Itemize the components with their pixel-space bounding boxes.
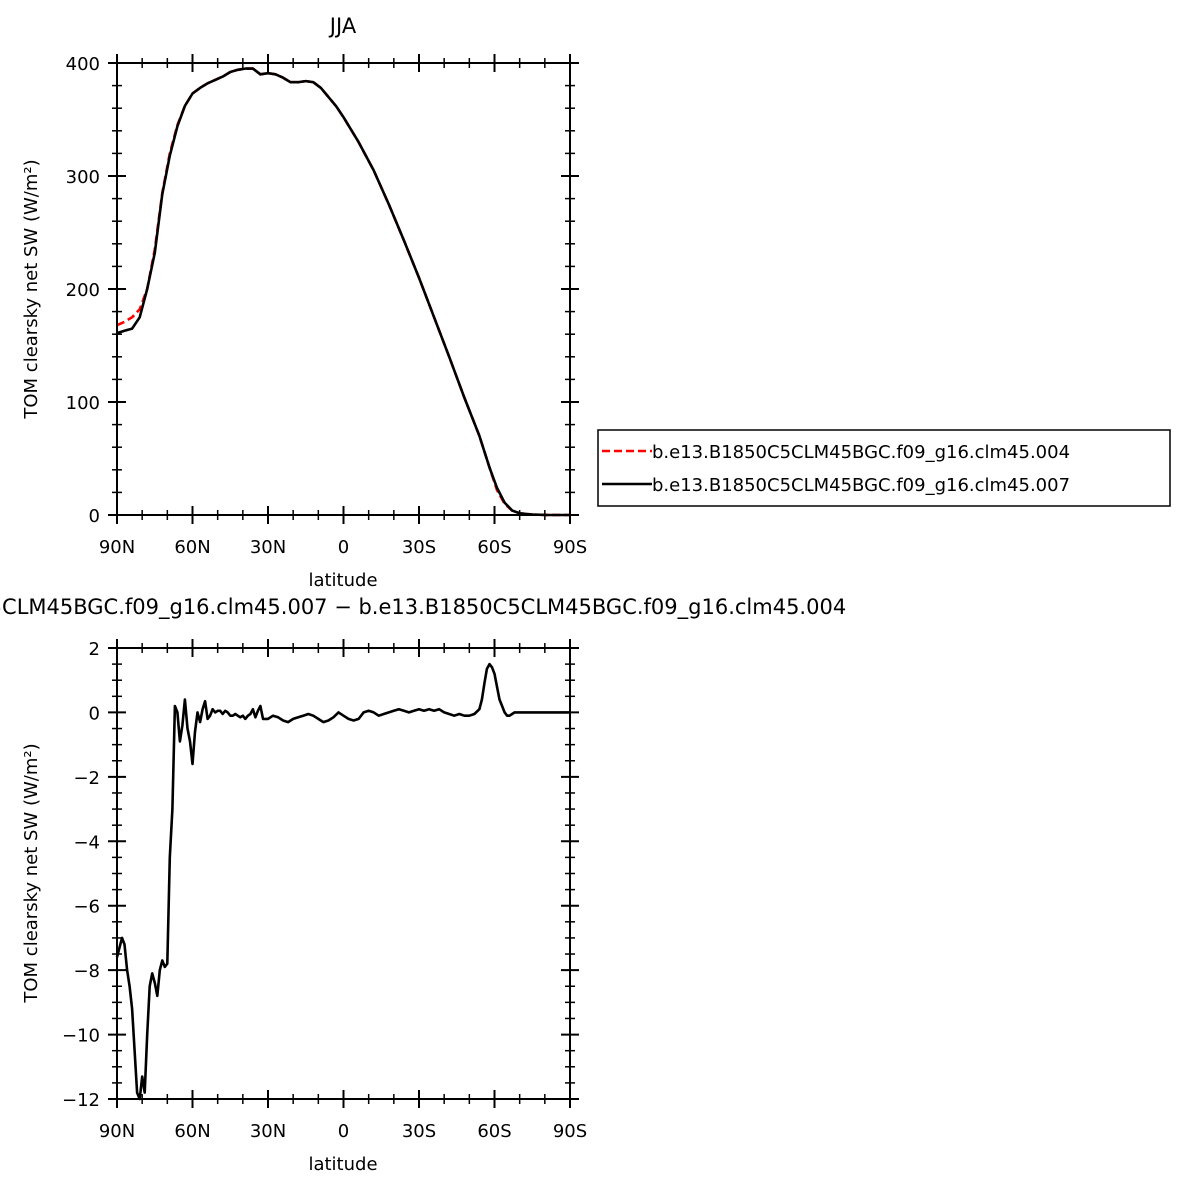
bottom-y-tick-label: −6 [73, 897, 100, 918]
legend-label-004: b.e13.B1850C5CLM45BGC.f09_g16.clm45.004 [652, 442, 1070, 463]
top-x-tick-label: 90S [553, 537, 587, 558]
top-ylabel: TOM clearsky net SW (W/m²) [21, 159, 42, 419]
top-series-line-1 [116, 67, 570, 517]
bottom-y-tick-label: −10 [62, 1026, 100, 1047]
bottom-title: b.e13.B1850C5CLM45BGC.f09_g16.clm45.007 … [0, 595, 846, 620]
top-y-tick-label: 0 [89, 506, 100, 527]
bottom-series-line-0 [115, 662, 570, 1101]
top-x-tick-label: 60S [477, 537, 511, 558]
bottom-plot: 90N 60N 30N 0 30S 60S 90S −12 −10 −8 −6 −4 −2 0 2 [62, 639, 587, 1142]
bottom-ylabel: TOM clearsky net SW (W/m²) [21, 743, 42, 1003]
top-x-tick-label: 60N [174, 537, 210, 558]
bottom-x-tick-label: 0 [338, 1121, 349, 1142]
top-y-tick-label: 100 [66, 393, 100, 414]
top-y-tick-label: 400 [66, 54, 100, 75]
top-series-line-0 [116, 67, 570, 517]
top-frame [116, 62, 571, 516]
bottom-x-tick-label: 90N [99, 1121, 135, 1142]
bottom-x-tick-label: 60N [174, 1121, 210, 1142]
legend: b.e13.B1850C5CLM45BGC.f09_g16.clm45.004 … [597, 429, 1171, 507]
bottom-x-tick-label: 30N [250, 1121, 286, 1142]
bottom-x-tick-label: 60S [477, 1121, 511, 1142]
top-xlabel: latitude [308, 570, 377, 591]
bottom-y-tick-label: −8 [73, 961, 100, 982]
top-plot: 90N 60N 30N 0 30S 60S 90S 0 100 200 300 400 [66, 54, 587, 558]
legend-box [597, 429, 1171, 507]
bottom-y-tick-label: −4 [73, 832, 100, 853]
bottom-y-tick-label: −2 [73, 768, 100, 789]
bottom-x-tick-label: 30S [402, 1121, 436, 1142]
top-x-tick-label: 90N [99, 537, 135, 558]
top-x-tick-label: 30S [402, 537, 436, 558]
legend-label-007: b.e13.B1850C5CLM45BGC.f09_g16.clm45.007 [652, 475, 1070, 496]
bottom-y-tick-label: 2 [89, 639, 100, 660]
bottom-x-tick-label: 90S [553, 1121, 587, 1142]
top-y-tick-label: 200 [66, 280, 100, 301]
top-title: JJA [328, 14, 357, 38]
top-x-tick-label: 0 [338, 537, 349, 558]
bottom-xlabel: latitude [308, 1154, 377, 1175]
top-x-tick-label: 30N [250, 537, 286, 558]
top-y-tick-label: 300 [66, 167, 100, 188]
bottom-y-tick-label: 0 [89, 703, 100, 724]
bottom-y-tick-label: −12 [62, 1090, 100, 1111]
